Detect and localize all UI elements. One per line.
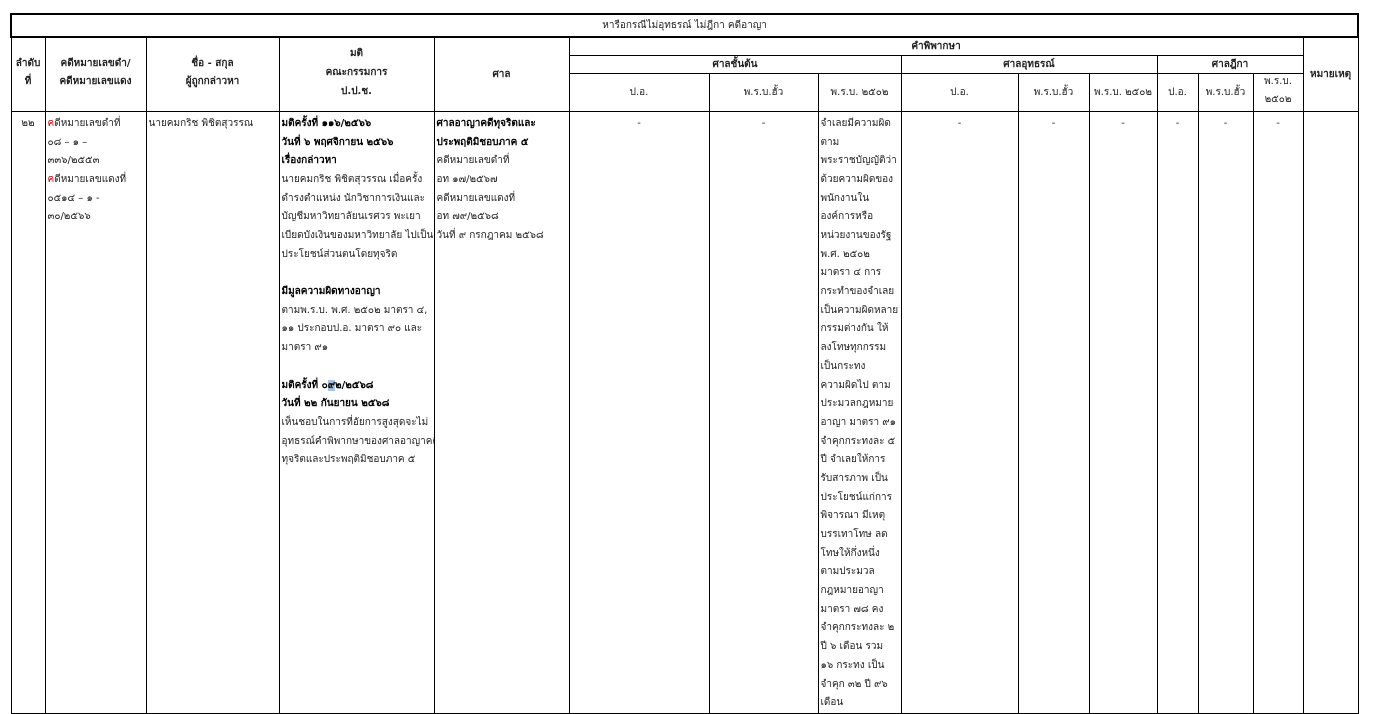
cell-supreme-po: - <box>1156 110 1199 714</box>
cell-appeal-po: - <box>900 110 1019 714</box>
text-line: จำคุกกระทงละ ๕ <box>820 435 896 447</box>
text-line: คดีหมายเลขดำที่ <box>436 155 510 167</box>
header-first-court: ศาลชั้นต้น <box>568 54 902 74</box>
cell-supreme-prb-new: - <box>1197 110 1254 714</box>
header-supreme-prb-2502: พ.ร.บ. ๒๕๐๒ <box>1252 72 1304 112</box>
text-line: ๑๑ ประกอบป.อ. มาตรา ๙๐ และ <box>281 323 423 335</box>
text-line: ดำรงตำแหน่ง นักวิชาการเงินและ <box>281 192 425 204</box>
text-line: องค์การหรือ <box>820 211 874 223</box>
text-line: โทษให้กึ่งหนึ่ง <box>820 547 880 559</box>
cell-appeal-prb-new: - <box>1017 110 1090 714</box>
header-first-prb-new: พ.ร.บ.ฮั้ว <box>708 72 819 112</box>
text-line: ตามประมวล <box>820 566 875 578</box>
text-line: จำเลยมีความผิด <box>820 117 891 129</box>
text-line: บัญชีมหาวิทยาลัยนเรศวร พะเยา <box>281 211 421 223</box>
text-line: วันที่ ๙ กรกฎาคม ๒๕๖๘ <box>436 230 544 241</box>
text-line: อุทธรณ์คำพิพากษาของศาลอาญาคดี <box>281 435 434 447</box>
text-line: มาตรา ๗๘ คง <box>820 603 884 615</box>
header-appeal-court: ศาลอุทธรณ์ <box>900 54 1158 74</box>
text-line: ประพฤติมิชอบภาค ๕ <box>436 136 529 148</box>
cell-court: ศาลอาญาคดีทุจริตและประพฤติมิชอบภาค ๕ คดี… <box>433 110 570 714</box>
header-name: ชื่อ - สกุล ผู้ถูกกล่าวหา <box>145 36 280 112</box>
header-appeal-prb-new: พ.ร.บ.ฮั้ว <box>1017 72 1090 112</box>
text-line: ตามพ.ร.บ. พ.ศ. ๒๕๐๒ มาตรา ๔, <box>281 304 428 316</box>
text-line: พระราชบัญญัติว่า <box>820 155 897 167</box>
text-line: ความผิดไป ตาม <box>820 379 891 391</box>
cell-name: นายคมกริช พิชิตสุวรรณ <box>145 110 280 714</box>
cell-first-prb-new: - <box>708 110 819 714</box>
cell-first-prb-2502: จำเลยมีความผิดตามพระราชบัญญัติว่าด้วยควา… <box>817 110 902 714</box>
header-court: ศาล <box>433 36 570 112</box>
text-line: พ.ศ. ๒๕๐๒ <box>820 248 870 260</box>
case-line: ๐๕๑๔ – ๑ - <box>47 192 100 204</box>
text-line: เป็นกระทง <box>820 360 866 372</box>
text-line: อาญา มาตรา ๙๑ <box>820 416 896 428</box>
header-supreme-prb-new: พ.ร.บ.ฮั้ว <box>1197 72 1254 112</box>
text-line: เดือน <box>820 697 844 709</box>
text-line: คดีหมายเลขแดงที่ <box>436 192 516 204</box>
cell-first-po: - <box>568 110 710 714</box>
text-line: กฎหมายอาญา <box>820 585 884 597</box>
text-line: อท ๑๗/๒๕๖๗ <box>436 173 498 185</box>
case-line: ๐๘ – ๑ – <box>47 136 88 148</box>
text-line: ๑๖ กระทง เป็น <box>820 659 885 671</box>
text-line: พิจารณา มีเหตุ <box>820 510 886 522</box>
cell-remark <box>1302 110 1359 714</box>
text-line: ประโยชน์ส่วนตนโดยทุจริต <box>281 248 398 260</box>
text-line: ทุจริตและประพฤติมิชอบภาค ๕ <box>281 454 416 466</box>
header-appeal-po: ป.อ. <box>900 72 1019 112</box>
text-line: หน่วยงานของรัฐ <box>820 230 892 241</box>
text-line: จำคุกกระทงละ ๒ <box>820 622 895 634</box>
case-line: คดีหมายเลขแดงที่ <box>47 173 127 185</box>
text-line: จำคุก ๓๒ ปี ๙๖ <box>820 678 888 690</box>
text-line: มาตรา ๔ การ <box>820 267 882 279</box>
header-supreme-po: ป.อ. <box>1156 72 1199 112</box>
text-line: รับสารภาพ เป็น <box>820 472 888 484</box>
header-appeal-prb-2502: พ.ร.บ. ๒๕๐๒ <box>1088 72 1158 112</box>
header-supreme-court: ศาลฎีกา <box>1156 54 1304 74</box>
text-line: กระทำของจำเลย <box>820 286 895 298</box>
text-line: ประมวลกฎหมาย <box>820 398 894 410</box>
cell-supreme-prb-2502: - <box>1252 110 1304 714</box>
text-line: ประโยชน์แก่การ <box>820 491 892 503</box>
cell-resolution: มติครั้งที่ ๑๑๖/๒๕๖๖ วันที่ ๖ พฤศจิกายน … <box>278 110 435 714</box>
text-line: นายคมกริช พิชิตสุวรรณ เมื่อครั้ง <box>281 173 423 185</box>
cell-no: ๒๒ <box>10 110 46 714</box>
text-line: เบียดบังเงินของมหาวิทยาลัย ไปเป็น <box>281 230 434 241</box>
text-line: กรรมต่างกัน ให้ <box>820 323 889 335</box>
table-row: ๒๒ คดีหมายเลขดำที่ ๐๘ – ๑ –๓๓๖/๒๕๕๓ คดีหมา… <box>10 110 1359 714</box>
text-line: เป็นความผิดหลาย <box>820 304 899 316</box>
text-line: อท ๗๙/๒๕๖๘ <box>436 211 499 223</box>
text-line: ลงโทษทุกกรรม <box>820 342 887 354</box>
text-selection: ๙ <box>327 379 336 391</box>
text-line: มาตรา ๙๑ <box>281 342 329 354</box>
cell-appeal-prb-2502: - <box>1088 110 1158 714</box>
case-line: ๓๓๖/๒๕๕๓ <box>47 155 100 167</box>
cell-case: คดีหมายเลขดำที่๐๘ – ๑ – ๓๓๖/๒๕๕๓คดีหมายเล… <box>44 110 147 714</box>
case-line: ๓๐/๒๕๖๖ <box>47 211 91 223</box>
text-line: พนักงานใน <box>820 192 870 204</box>
header-resolution: มติ คณะกรรมการ ป.ป.ช. <box>278 36 435 112</box>
header-no: ลำดับ ที่ <box>10 36 46 112</box>
table-title: หารือกรณีไม่อุทธรณ์ ไม่ฎีกา คดีอาญา <box>9 13 1360 38</box>
text-line: เห็นชอบในการที่อัยการสูงสุดจะไม่ <box>281 416 429 428</box>
resolution-2-number: มติครั้งที่ ๐๙๒/๒๕๖๘ <box>281 379 374 391</box>
text-line: ด้วยความผิดของ <box>820 173 894 185</box>
header-first-po: ป.อ. <box>568 72 710 112</box>
text-line: ตาม <box>820 136 840 148</box>
text-line: ศาลอาญาคดีทุจริตและ <box>436 117 536 129</box>
text-line: บรรเทาโทษ ลด <box>820 529 888 540</box>
header-judgment: คำพิพากษา <box>568 36 1304 56</box>
header-remark: หมายเหตุ <box>1302 36 1359 112</box>
case-table: หารือกรณีไม่อุทธรณ์ ไม่ฎีกา คดีอาญา ลำดั… <box>9 13 1360 714</box>
header-case: คดีหมายเลขดำ/คดีหมายเลขแดง <box>44 36 147 112</box>
case-line: คดีหมายเลขดำที่ <box>47 117 121 129</box>
text-line: ปี ๖ เดือน รวม <box>820 641 884 653</box>
text-line: ปี จำเลยให้การ <box>820 454 886 466</box>
header-first-prb-2502: พ.ร.บ. ๒๕๐๒ <box>817 72 902 112</box>
